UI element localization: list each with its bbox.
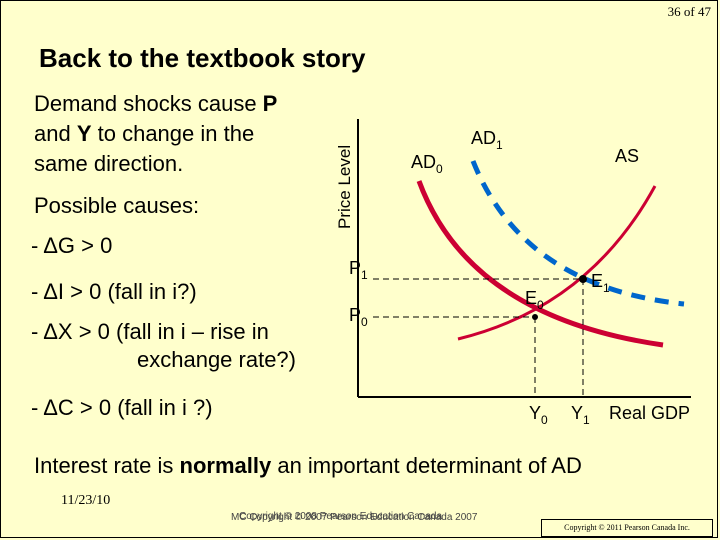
cause-item: - ΔI > 0 (fall in i?) [31,279,197,304]
cause-item: - ΔG > 0 [31,233,113,258]
p1-label: P1 [349,258,368,282]
as-curve [457,185,657,341]
footer-copyright-a: Copyright © 2008 Pearson Education Canad… [239,511,443,522]
slide-title: Back to the textbook story [39,43,366,73]
intro-line-1: Demand shocks cause P [34,91,278,116]
y0-label: Y0 [529,403,548,427]
interest-rate-note: Interest rate is normally an important d… [34,453,582,478]
intro-line-3: same direction. [34,151,184,176]
y-axis-label: Price Level [335,145,354,229]
page-number: 36 of 47 [667,4,711,19]
e0-point [532,314,538,320]
intro-text: Demand shocks cause P and Y to change in… [34,89,277,179]
e1-point [579,275,587,283]
ad1-label: AD1 [471,128,503,152]
cause-item-continuation: exchange rate?) [137,347,296,372]
e1-label: E1 [591,271,610,295]
x-axis-label: Real GDP [609,403,690,423]
footer-date: 11/23/10 [61,493,111,508]
copyright-box: Copyright © 2011 Pearson Canada Inc. [541,519,713,537]
y1-label: Y1 [571,403,590,427]
ad0-curve [416,180,664,348]
ad1-curve [470,160,685,307]
cause-item: - ΔX > 0 (fall in i – rise in [31,319,269,344]
e0-label: E0 [525,288,544,312]
as-label: AS [615,146,639,166]
possible-causes-heading: Possible causes: [34,193,200,218]
footer-copyright-b: MC Copyright © 2007 Pearson Education Ca… [231,512,478,523]
intro-line-2: and Y to change in the [34,121,255,146]
cause-item: - ΔC > 0 (fall in i ?) [31,395,213,420]
p0-label: P0 [349,305,368,329]
ad0-label: AD0 [411,152,443,176]
